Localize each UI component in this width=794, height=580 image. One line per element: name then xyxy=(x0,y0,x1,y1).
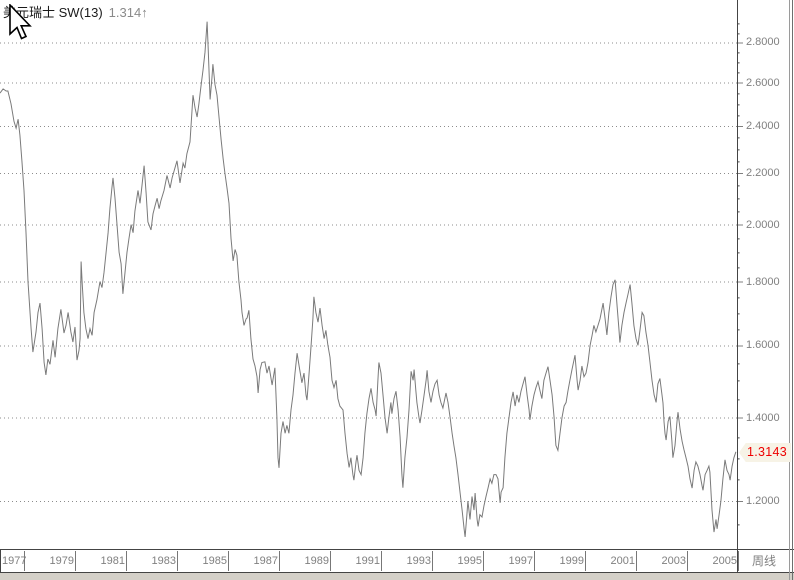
price-minor-tick xyxy=(738,363,740,365)
year-label: 1991 xyxy=(355,555,380,567)
chart-title: 美元瑞士 SW(13) 1.314↑ xyxy=(3,2,148,21)
price-axis-label: 2.4000 xyxy=(746,119,780,132)
price-minor-tick xyxy=(738,62,740,64)
year-label: 1995 xyxy=(457,555,482,567)
price-minor-tick xyxy=(738,458,740,460)
price-axis-label: 2.6000 xyxy=(746,76,780,89)
price-minor-tick xyxy=(738,33,740,35)
year-label: 1979 xyxy=(49,555,74,567)
year-label: 2003 xyxy=(661,555,686,567)
price-minor-tick xyxy=(738,329,740,331)
price-minor-tick xyxy=(738,149,740,151)
current-price-tag: 1.3143 xyxy=(739,443,791,462)
price-minor-tick xyxy=(738,524,740,526)
year-label: 1989 xyxy=(304,555,329,567)
price-minor-tick xyxy=(738,23,740,25)
year-label: 1987 xyxy=(253,555,278,567)
price-minor-tick xyxy=(738,380,740,382)
year-label: 1997 xyxy=(508,555,533,567)
chart-plot-area[interactable] xyxy=(0,0,737,549)
year-label: 1999 xyxy=(559,555,584,567)
price-minor-tick xyxy=(738,115,740,117)
price-minor-tick xyxy=(738,72,740,74)
price-axis-label: 1.4000 xyxy=(746,411,780,424)
year-label: 1977 xyxy=(2,555,27,567)
current-price-text: 1.3143 xyxy=(746,445,788,459)
year-label: 1981 xyxy=(100,555,125,567)
price-minor-tick xyxy=(738,479,740,481)
price-minor-tick xyxy=(738,185,740,187)
window-bottom-strip xyxy=(0,573,794,580)
price-minor-tick xyxy=(738,437,740,439)
year-label: 1993 xyxy=(406,555,431,567)
price-axis-label: 2.2000 xyxy=(746,166,780,179)
period-label[interactable]: 周线 xyxy=(751,554,776,568)
price-axis-label: 2.0000 xyxy=(746,218,780,231)
price-minor-tick xyxy=(738,399,740,401)
price-minor-tick xyxy=(738,198,740,200)
price-minor-tick xyxy=(738,238,740,240)
price-minor-tick xyxy=(738,137,740,139)
price-minor-tick xyxy=(738,161,740,163)
last-price-value: 1.314 xyxy=(108,5,142,20)
price-axis-label: 1.2000 xyxy=(746,495,780,508)
price-minor-tick xyxy=(738,93,740,95)
price-minor-tick xyxy=(738,252,740,254)
year-label: 2005 xyxy=(712,555,737,567)
price-minor-tick xyxy=(738,297,740,299)
up-arrow-icon: ↑ xyxy=(141,5,148,20)
price-axis-label: 2.8000 xyxy=(746,36,780,49)
price-axis-label: 1.6000 xyxy=(746,339,780,352)
price-minor-tick xyxy=(738,211,740,213)
price-minor-tick xyxy=(738,52,740,54)
price-minor-tick xyxy=(738,104,740,106)
price-minor-tick xyxy=(738,267,740,269)
symbol-name: 美元瑞士 SW(13) xyxy=(3,5,103,20)
mouse-cursor-icon xyxy=(9,4,32,40)
price-axis-label: 1.8000 xyxy=(746,275,780,288)
year-label: 1983 xyxy=(151,555,176,567)
year-label: 1985 xyxy=(202,555,227,567)
year-label: 2001 xyxy=(610,555,635,567)
price-minor-tick xyxy=(738,313,740,315)
price-line xyxy=(0,21,737,537)
